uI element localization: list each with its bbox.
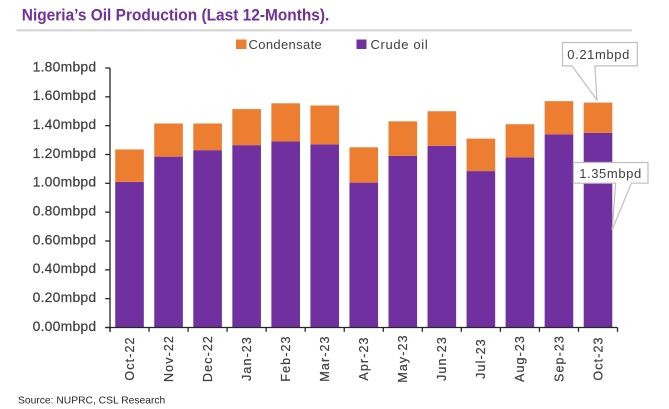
svg-text:Dec-22: Dec-22 [201,335,215,382]
svg-text:Aug-23: Aug-23 [513,335,527,382]
svg-text:1.60mbpd: 1.60mbpd [33,87,97,103]
svg-text:Condensate: Condensate [249,37,323,52]
svg-text:Jan-23: Jan-23 [240,336,254,381]
svg-text:0.40mbpd: 0.40mbpd [33,260,97,276]
svg-text:Oct-22: Oct-22 [123,336,137,380]
svg-text:Mar-23: Mar-23 [318,335,332,381]
svg-text:0.60mbpd: 0.60mbpd [33,231,97,247]
svg-text:Nigeria’s Oil Production (Last: Nigeria’s Oil Production (Last 12-Months… [22,5,330,24]
svg-text:Source: NUPRC, CSL Research: Source: NUPRC, CSL Research [18,395,166,406]
svg-text:Crude oil: Crude oil [371,37,429,52]
svg-text:1.80mbpd: 1.80mbpd [33,58,97,74]
svg-text:0.00mbpd: 0.00mbpd [33,318,97,334]
svg-text:1.00mbpd: 1.00mbpd [33,174,97,190]
svg-text:Apr-23: Apr-23 [357,336,371,380]
svg-text:Sep-23: Sep-23 [552,335,566,382]
svg-text:0.21mbpd: 0.21mbpd [567,47,630,62]
svg-text:0.80mbpd: 0.80mbpd [33,202,97,218]
svg-text:Jul-23: Jul-23 [474,338,488,379]
svg-text:1.40mbpd: 1.40mbpd [33,116,97,132]
svg-text:Feb-23: Feb-23 [279,335,293,381]
svg-text:Oct-23: Oct-23 [591,336,605,380]
svg-text:Nov-22: Nov-22 [162,335,176,382]
svg-text:May-23: May-23 [396,334,410,382]
svg-text:1.35mbpd: 1.35mbpd [579,166,642,181]
svg-text:0.20mbpd: 0.20mbpd [33,289,97,305]
svg-text:1.20mbpd: 1.20mbpd [33,145,97,161]
svg-text:Jun-23: Jun-23 [435,336,449,381]
